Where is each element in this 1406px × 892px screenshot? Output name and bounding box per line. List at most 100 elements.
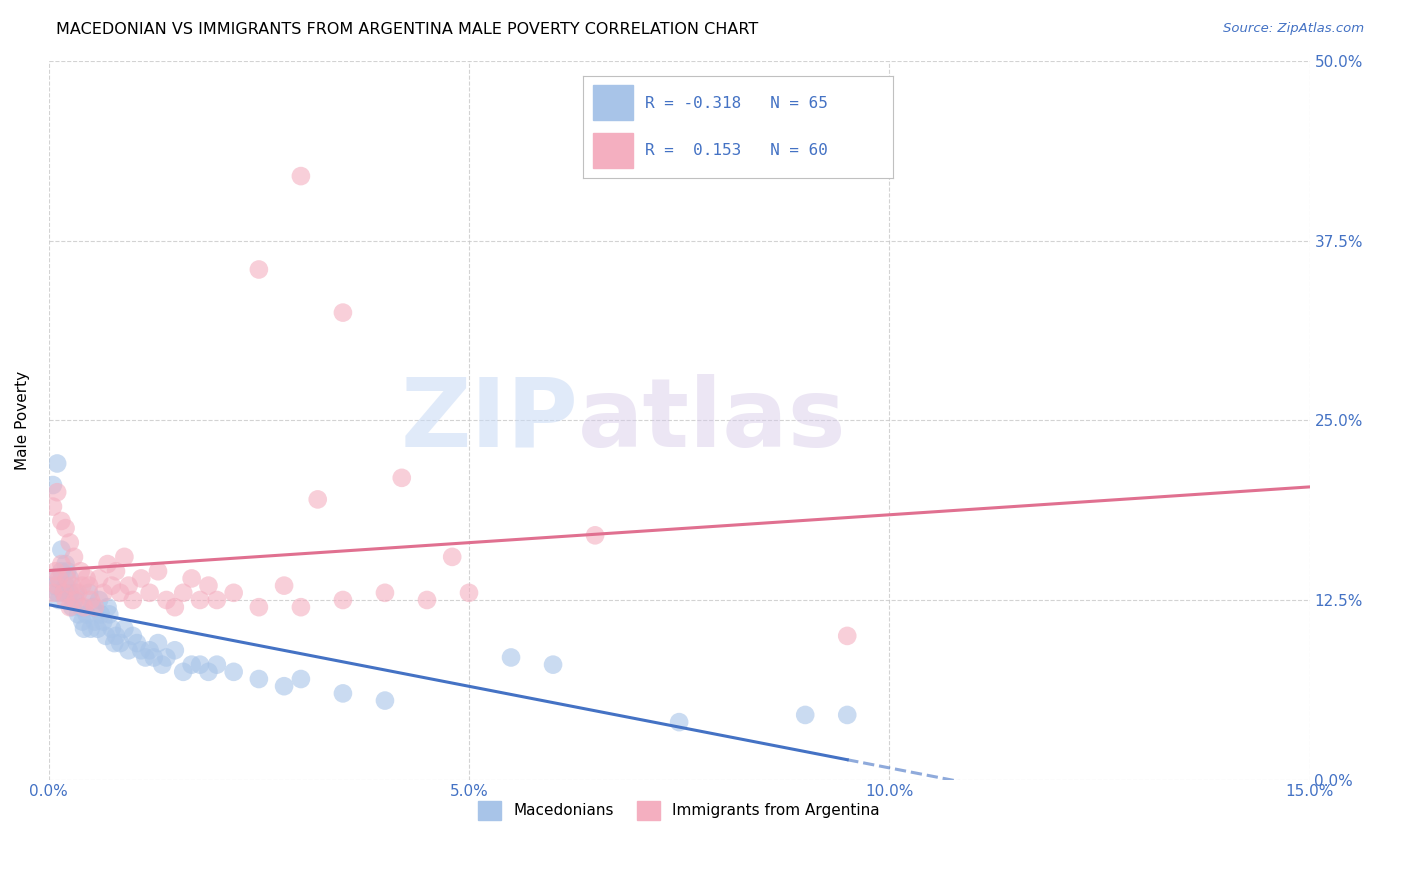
Point	[46, 457, 69, 471]
Point	[121, 629, 143, 643]
Point	[90, 607, 112, 622]
Text: ZIP: ZIP	[401, 374, 578, 467]
Point	[55, 593, 77, 607]
Point	[76, 571, 98, 585]
Point	[142, 650, 165, 665]
Text: atlas: atlas	[578, 374, 846, 467]
Point	[117, 579, 139, 593]
Point	[59, 535, 82, 549]
Bar	[593, 133, 633, 168]
Point	[416, 593, 439, 607]
Point	[668, 715, 690, 730]
Point	[55, 521, 77, 535]
Point	[222, 665, 245, 679]
Point	[93, 586, 115, 600]
Point	[44, 571, 66, 585]
Point	[93, 615, 115, 629]
Point	[222, 586, 245, 600]
Text: Source: ZipAtlas.com: Source: ZipAtlas.com	[1223, 22, 1364, 36]
Point	[172, 665, 194, 679]
Point	[101, 622, 124, 636]
Point	[55, 579, 77, 593]
Text: R =  0.153   N = 60: R = 0.153 N = 60	[645, 144, 828, 158]
Point	[108, 586, 131, 600]
Point	[188, 657, 211, 672]
Point	[82, 600, 104, 615]
Point	[63, 593, 86, 607]
Point	[273, 579, 295, 593]
Point	[129, 643, 152, 657]
Point	[138, 643, 160, 657]
Point	[837, 629, 859, 643]
Point	[51, 564, 73, 578]
Point	[60, 600, 83, 615]
Point	[80, 593, 103, 607]
Bar	[593, 85, 633, 120]
Point	[73, 622, 96, 636]
Point	[180, 657, 202, 672]
Point	[52, 586, 75, 600]
Point	[94, 629, 117, 643]
Point	[86, 622, 108, 636]
Point	[273, 679, 295, 693]
Point	[205, 657, 228, 672]
Point	[46, 586, 69, 600]
Point	[108, 636, 131, 650]
Point	[499, 650, 522, 665]
Point	[52, 586, 75, 600]
Point	[112, 549, 135, 564]
Point	[332, 593, 354, 607]
Point	[332, 686, 354, 700]
Point	[103, 636, 125, 650]
Point	[48, 593, 70, 607]
Point	[77, 579, 100, 593]
Point	[51, 557, 73, 571]
Point	[89, 571, 111, 585]
Point	[146, 636, 169, 650]
Point	[541, 657, 564, 672]
Point	[146, 564, 169, 578]
Point	[46, 579, 69, 593]
Point	[290, 169, 312, 183]
Point	[247, 600, 270, 615]
Point	[180, 571, 202, 585]
Point	[374, 586, 396, 600]
Point	[117, 643, 139, 657]
Point	[84, 600, 107, 615]
Point	[150, 657, 173, 672]
Point	[59, 571, 82, 585]
Point	[60, 579, 83, 593]
Legend: Macedonians, Immigrants from Argentina: Macedonians, Immigrants from Argentina	[472, 795, 886, 826]
Point	[72, 615, 94, 629]
Point	[48, 571, 70, 585]
Point	[205, 593, 228, 607]
Point	[59, 600, 82, 615]
Point	[59, 586, 82, 600]
Point	[72, 579, 94, 593]
Point	[42, 500, 65, 514]
Point	[129, 571, 152, 585]
Point	[97, 600, 120, 615]
Point	[76, 607, 98, 622]
Point	[247, 262, 270, 277]
Point	[77, 586, 100, 600]
Point	[155, 650, 177, 665]
Point	[290, 600, 312, 615]
Point	[441, 549, 464, 564]
Point	[104, 629, 127, 643]
Point	[44, 564, 66, 578]
Point	[138, 586, 160, 600]
Point	[101, 579, 124, 593]
Point	[391, 471, 413, 485]
Point	[794, 708, 817, 723]
Point	[55, 557, 77, 571]
Point	[42, 478, 65, 492]
Point	[89, 593, 111, 607]
Point	[56, 571, 79, 585]
Point	[73, 600, 96, 615]
Point	[69, 600, 91, 615]
Point	[65, 586, 87, 600]
Point	[837, 708, 859, 723]
Point	[134, 650, 156, 665]
Point	[197, 665, 219, 679]
